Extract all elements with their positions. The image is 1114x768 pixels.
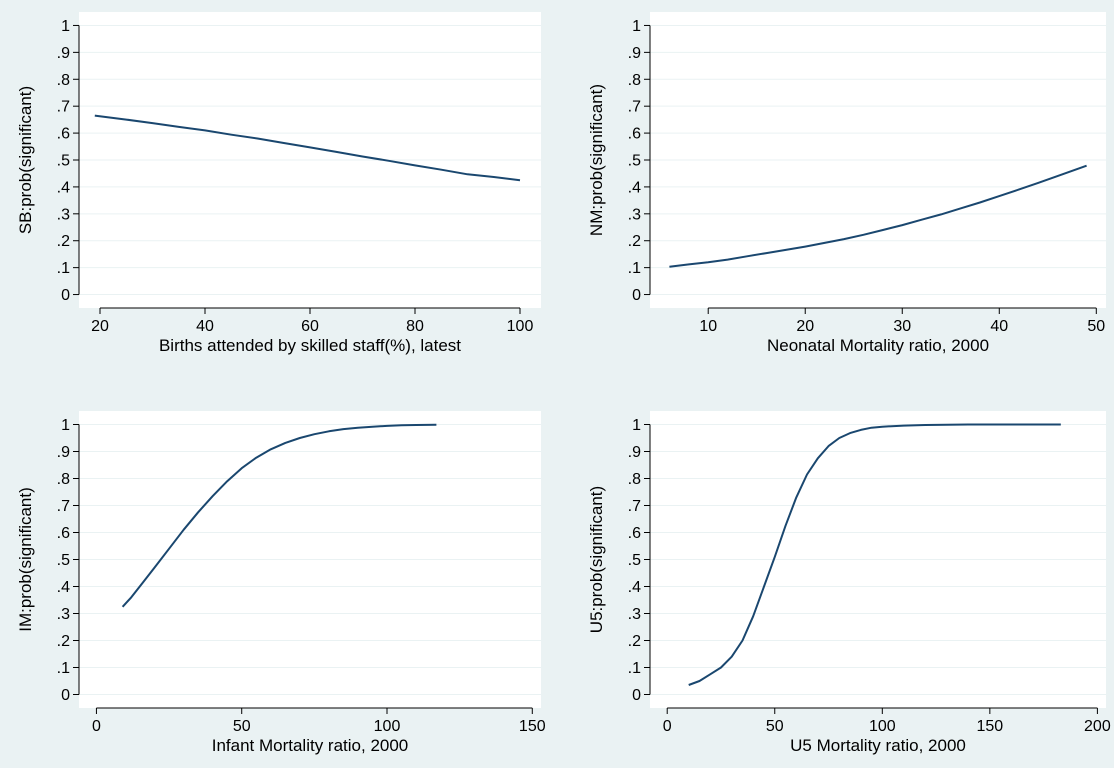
y-tick-label: 0 xyxy=(61,287,70,304)
y-tick-label: .1 xyxy=(57,260,70,277)
x-tick-label: 60 xyxy=(301,318,319,335)
x-tick-label: 50 xyxy=(1087,318,1105,335)
x-tick-label: 10 xyxy=(699,318,717,335)
y-tick-label: .8 xyxy=(628,72,641,89)
y-tick-label: .9 xyxy=(57,444,70,461)
y-tick-label: .4 xyxy=(57,179,70,196)
y-tick-label: .4 xyxy=(628,579,641,596)
y-tick-label: 0 xyxy=(632,287,641,304)
series-line xyxy=(121,423,437,608)
y-axis-title: IM:prob(significant) xyxy=(16,487,35,632)
y-tick-label: .2 xyxy=(57,233,70,250)
y-axis-title: U5:prob(significant) xyxy=(587,486,606,633)
y-axis-title: SB:prob(significant) xyxy=(16,86,35,234)
y-tick-label: .3 xyxy=(628,606,641,623)
x-axis-title: Infant Mortality ratio, 2000 xyxy=(212,736,409,755)
y-tick-label: .9 xyxy=(57,45,70,62)
y-tick-label: 0 xyxy=(61,687,70,704)
y-tick-label: .2 xyxy=(628,633,641,650)
chart-panel-4: 0 .1 .2 .3 .4 .5 .6 .7 .8 .9 1 0 50 100 150 200 U5 Morta… xyxy=(587,411,1111,755)
x-axis-title: Neonatal Mortality ratio, 2000 xyxy=(767,336,989,355)
y-tick-label: .7 xyxy=(57,99,70,116)
x-tick-label: 150 xyxy=(519,718,546,735)
y-tick-label: .3 xyxy=(57,206,70,223)
x-tick-label: 20 xyxy=(91,318,109,335)
y-tick-label: 1 xyxy=(61,18,70,35)
y-tick-label: .1 xyxy=(628,660,641,677)
x-tick-label: 40 xyxy=(990,318,1008,335)
y-tick-label: .4 xyxy=(628,179,641,196)
series-line xyxy=(94,114,521,182)
x-axis-title: Births attended by skilled staff(%), lat… xyxy=(159,336,461,355)
y-axis-title: NM:prob(significant) xyxy=(587,84,606,236)
y-tick-label: 1 xyxy=(632,18,641,35)
y-tick-label: .1 xyxy=(628,260,641,277)
y-tick-label: .7 xyxy=(628,99,641,116)
x-tick-label: 0 xyxy=(663,718,672,735)
y-tick-label: .6 xyxy=(57,525,70,542)
y-tick-label: .3 xyxy=(57,606,70,623)
y-tick-label: .6 xyxy=(57,126,70,143)
x-tick-label: 80 xyxy=(406,318,424,335)
y-tick-label: .9 xyxy=(628,444,641,461)
y-tick-label: .9 xyxy=(628,45,641,62)
y-tick-label: .6 xyxy=(628,525,641,542)
y-tick-label: .7 xyxy=(628,498,641,515)
x-tick-label: 200 xyxy=(1084,718,1111,735)
y-tick-label: .4 xyxy=(57,579,70,596)
y-tick-label: .2 xyxy=(628,233,641,250)
y-tick-label: .5 xyxy=(57,153,70,170)
x-tick-label: 40 xyxy=(196,318,214,335)
chart-panel-1: 0 .1 .2 .3 .4 .5 .6 .7 .8 .9 1 20 40 60 80 100 Births at… xyxy=(16,12,541,355)
chart-panel-2: 0 .1 .2 .3 .4 .5 .6 .7 .8 .9 1 10 20 30 40 50 Neonatal M… xyxy=(587,12,1106,355)
y-tick-label: 1 xyxy=(632,417,641,434)
y-tick-label: 0 xyxy=(632,687,641,704)
x-tick-label: 0 xyxy=(92,718,101,735)
y-tick-label: .5 xyxy=(57,552,70,569)
x-tick-label: 50 xyxy=(766,718,784,735)
y-tick-label: .6 xyxy=(628,126,641,143)
y-tick-label: .8 xyxy=(57,72,70,89)
y-tick-label: .8 xyxy=(57,471,70,488)
y-tick-label: .2 xyxy=(57,633,70,650)
x-tick-label: 100 xyxy=(869,718,896,735)
x-axis-title: U5 Mortality ratio, 2000 xyxy=(790,736,966,755)
y-tick-label: .5 xyxy=(628,552,641,569)
y-tick-label: 1 xyxy=(61,417,70,434)
chart-panel-3: 0 .1 .2 .3 .4 .5 .6 .7 .8 .9 1 0 50 100 150 Infant Mort… xyxy=(16,411,546,755)
y-tick-label: .5 xyxy=(628,153,641,170)
x-tick-label: 30 xyxy=(893,318,911,335)
x-tick-label: 100 xyxy=(374,718,401,735)
x-tick-label: 20 xyxy=(796,318,814,335)
x-tick-label: 50 xyxy=(233,718,251,735)
y-tick-label: .3 xyxy=(628,206,641,223)
series-line xyxy=(688,423,1061,686)
y-tick-label: .7 xyxy=(57,498,70,515)
x-tick-label: 100 xyxy=(507,318,534,335)
y-tick-label: .8 xyxy=(628,471,641,488)
x-tick-label: 150 xyxy=(976,718,1003,735)
y-tick-label: .1 xyxy=(57,660,70,677)
series-line xyxy=(669,164,1087,268)
